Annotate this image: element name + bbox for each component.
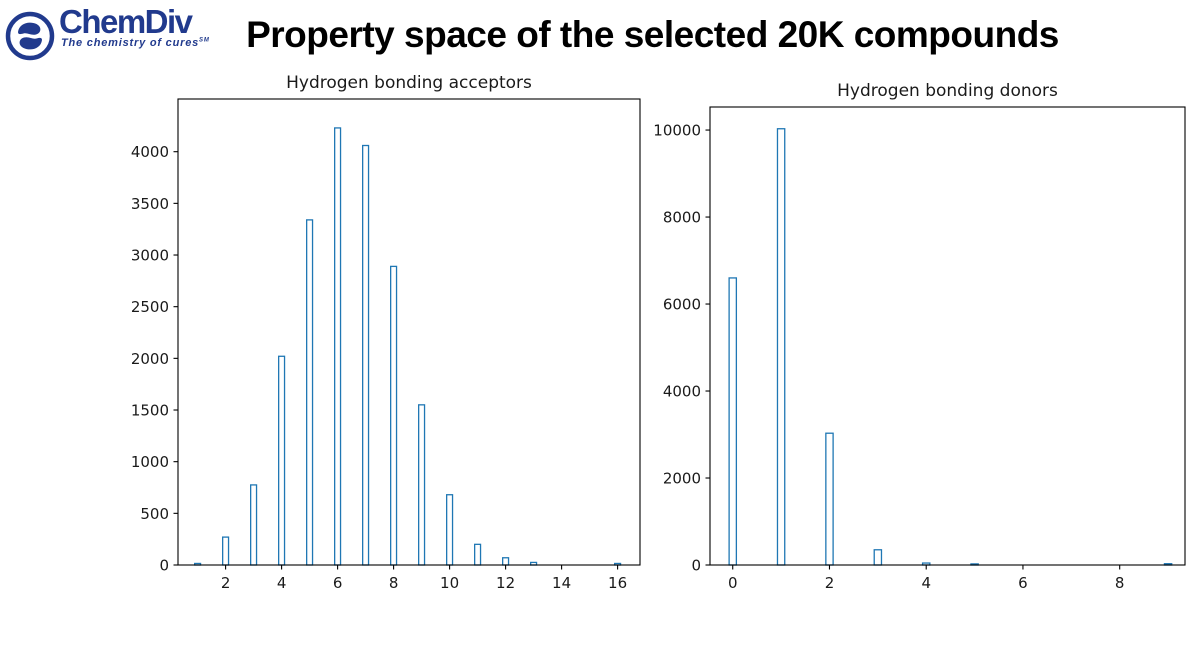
- x-axis-tick-label: 4: [921, 574, 931, 592]
- histogram-bar: [222, 536, 230, 566]
- y-axis-tick-label: 10000: [653, 122, 701, 140]
- histogram-bar: [502, 557, 510, 566]
- logo-tagline-text: The chemistry of cures: [61, 37, 200, 49]
- histogram-bar: [728, 277, 738, 566]
- x-axis-tick-label: 6: [333, 574, 343, 592]
- x-axis-tick-label: 2: [221, 574, 231, 592]
- y-axis-tick-label: 3000: [131, 247, 169, 265]
- y-axis-tick-label: 2500: [131, 298, 169, 316]
- chemdiv-logo: ChemDiv The chemistry of curesSM: [4, 3, 210, 61]
- histogram-bar: [825, 432, 834, 566]
- x-axis-tick-label: 0: [728, 574, 738, 592]
- y-axis-tick-label: 3500: [131, 195, 169, 213]
- y-axis-tick-label: 4000: [663, 383, 701, 401]
- x-axis-tick-label: 6: [1018, 574, 1028, 592]
- x-axis-tick-label: 12: [496, 574, 515, 592]
- chart-title: Hydrogen bonding acceptors: [286, 73, 532, 93]
- y-axis-tick-label: 1500: [131, 402, 169, 420]
- histogram-bar: [306, 219, 314, 566]
- histogram-bar: [418, 404, 426, 566]
- chart-0: 0 500 1000 1500 2000 2500 3000 3500 4000 2 4 6 8 10 12…: [131, 73, 641, 592]
- logo-tagline: The chemistry of curesSM: [61, 37, 210, 49]
- x-axis-tick-label: 8: [389, 574, 399, 592]
- y-axis-tick-label: 500: [140, 505, 169, 523]
- y-axis-tick-label: 6000: [663, 296, 701, 314]
- histogram-bar: [446, 494, 454, 566]
- histogram-bar: [362, 144, 370, 566]
- y-axis-tick-label: 4000: [131, 143, 169, 161]
- x-axis-tick-label: 2: [825, 574, 835, 592]
- logo-brand-text: ChemDiv: [59, 3, 193, 40]
- slide-header: ChemDiv The chemistry of curesSM Propert…: [0, 0, 1200, 70]
- histogram-bars: [728, 128, 1173, 566]
- y-axis-tick-label: 0: [159, 557, 169, 575]
- logo-text: ChemDiv The chemistry of curesSM: [59, 3, 210, 49]
- y-axis-tick-label: 2000: [131, 350, 169, 368]
- histogram-bar: [474, 543, 482, 566]
- histogram-bar: [873, 549, 883, 566]
- plot-frame: [177, 98, 641, 566]
- histogram-bar: [334, 127, 342, 566]
- histogram-bar: [776, 128, 786, 566]
- histogram-bars: [194, 127, 622, 566]
- chart-1: 0 2000 4000 6000 8000 10000 0 2 4 6 8 Hydrogen bond…: [653, 81, 1186, 592]
- y-axis-tick-label: 1000: [131, 453, 169, 471]
- y-axis-tick-label: 2000: [663, 470, 701, 488]
- x-axis-tick-label: 8: [1115, 574, 1125, 592]
- chemdiv-logo-icon: [5, 11, 55, 61]
- histogram-bar: [250, 484, 258, 566]
- chart-title: Hydrogen bonding donors: [837, 81, 1058, 101]
- page-title: Property space of the selected 20K compo…: [246, 14, 1059, 55]
- logo-tagline-mark: SM: [199, 37, 210, 44]
- x-axis-tick-label: 4: [277, 574, 287, 592]
- x-axis-tick-label: 10: [440, 574, 459, 592]
- y-axis-tick-label: 0: [691, 557, 701, 575]
- histogram-bar: [278, 355, 286, 566]
- plot-frame: [709, 106, 1186, 566]
- histogram-bar: [390, 265, 398, 566]
- x-axis-tick-label: 16: [608, 574, 627, 592]
- y-axis-tick-label: 8000: [663, 209, 701, 227]
- x-axis-tick-label: 14: [552, 574, 571, 592]
